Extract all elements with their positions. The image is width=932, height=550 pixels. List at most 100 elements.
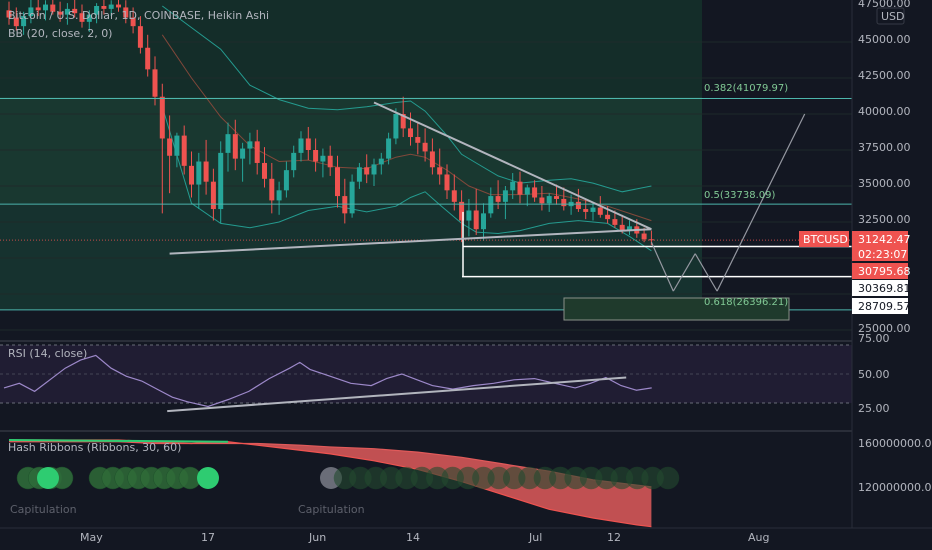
candle-body-43 — [320, 155, 326, 162]
target-box[interactable] — [563, 297, 790, 321]
usd-button-label: USD — [881, 10, 905, 23]
candle-body-75 — [554, 196, 559, 199]
hash-dot-c-21 — [656, 466, 680, 490]
header-legend[interactable]: Bitcoin / U.S. Dollar, 1D, COINBASE, Hei… — [8, 9, 269, 40]
candle-body-29 — [218, 152, 224, 210]
candle-body-49 — [364, 167, 370, 175]
date-label-may: May — [80, 531, 103, 544]
candle-body-38 — [283, 170, 289, 191]
candle-body-25 — [189, 165, 194, 185]
candle-body-65 — [481, 213, 486, 230]
candle-body-74 — [546, 196, 552, 204]
candle-body-81 — [597, 207, 603, 215]
candle-body-21 — [159, 96, 165, 139]
capitulation-caption-1: Capitulation — [10, 503, 77, 516]
candle-body-27 — [203, 161, 209, 182]
trendline-0 — [373, 101, 652, 231]
price-tick-25000: 25000.00 — [858, 322, 911, 335]
candle-body-4 — [35, 7, 41, 11]
candle-body-53 — [393, 114, 399, 139]
candle-body-24 — [181, 135, 187, 166]
price-tick-42500: 42500.00 — [858, 69, 911, 82]
candle-body-39 — [291, 152, 297, 171]
candle-body-73 — [539, 197, 545, 204]
bb-lower-line — [161, 106, 652, 252]
rsi-pane[interactable]: RSI (14, close) — [0, 344, 852, 413]
level-red-tag — [852, 263, 908, 279]
gridlines — [0, 41, 852, 331]
time-axis[interactable]: May 17 Jun 14 Jul 12 Aug — [0, 527, 932, 544]
hash-dot-bright-2 — [197, 467, 219, 489]
rsi-label[interactable]: RSI (14, close) — [8, 347, 87, 360]
trendline-1 — [169, 228, 652, 255]
date-label-aug: Aug — [748, 531, 769, 544]
bb-indicator-label[interactable]: BB (20, close, 2, 0) — [8, 27, 112, 40]
candle-body-55 — [408, 128, 413, 138]
candle-body-63 — [466, 210, 472, 221]
candle-body-54 — [400, 114, 406, 129]
price-axis[interactable]: 47500.00 USD 45000.00 42500.00 40000.00 … — [799, 0, 932, 528]
candle-body-83 — [612, 219, 618, 225]
candle-body-78 — [575, 201, 581, 210]
hash-dot-bright-1 — [37, 467, 59, 489]
price-tick-45000: 45000.00 — [858, 33, 911, 46]
candle-body-11 — [86, 14, 92, 22]
usd-button[interactable] — [876, 7, 905, 25]
price-tick-32500: 32500.00 — [858, 213, 911, 226]
rsi-tick-50: 50.00 — [858, 368, 890, 381]
candle-body-46 — [342, 196, 348, 214]
candle-body-9 — [72, 8, 78, 14]
candle-body-76 — [561, 198, 567, 207]
candle-body-44 — [327, 155, 333, 168]
symbol-title[interactable]: Bitcoin / U.S. Dollar, 1D, COINBASE, Hei… — [8, 9, 269, 22]
candle-body-47 — [349, 181, 355, 214]
level-2-tag — [852, 298, 908, 314]
candle-body-14 — [108, 4, 114, 9]
candle-body-6 — [50, 4, 56, 12]
candle-body-70 — [517, 181, 523, 195]
candle-body-20 — [152, 69, 158, 97]
date-label-14: 14 — [406, 531, 420, 544]
date-label-jun: Jun — [308, 531, 326, 544]
rsi-tick-75: 75.00 — [858, 332, 890, 345]
trendline-3 — [672, 253, 696, 292]
candle-body-26 — [196, 161, 202, 185]
candle-body-61 — [451, 190, 457, 202]
candle-body-19 — [145, 47, 151, 70]
candle-body-2 — [21, 16, 27, 27]
candle-body-79 — [583, 209, 589, 212]
candle-body-67 — [495, 196, 501, 202]
fib-label-0382: 0.382(41079.97) — [704, 83, 788, 94]
candle-body-45 — [335, 167, 340, 197]
capitulation-caption-2: Capitulation — [298, 503, 365, 516]
candle-body-48 — [356, 167, 362, 182]
date-label-12: 12 — [607, 531, 621, 544]
candle-body-68 — [502, 190, 508, 202]
hash-tick-160m: 160000000.00 — [858, 437, 932, 450]
candle-body-72 — [532, 187, 538, 198]
trendline-2 — [650, 241, 674, 292]
date-label-17: 17 — [201, 531, 215, 544]
last-price-tag — [852, 231, 908, 261]
hash-ribbons-label[interactable]: Hash Ribbons (Ribbons, 30, 60) — [8, 441, 181, 454]
candle-body-28 — [210, 181, 216, 210]
level-1-text: 30369.81 — [858, 282, 911, 295]
candle-body-40 — [298, 138, 304, 153]
hash-ribbons-pane[interactable]: Hash Ribbons (Ribbons, 30, 60) Capitulat… — [8, 439, 680, 528]
rsi-tick-25: 25.00 — [858, 402, 890, 415]
candle-body-87 — [641, 233, 647, 240]
candle-body-58 — [429, 151, 435, 168]
fib-label-05: 0.5(33738.09) — [704, 190, 776, 201]
countdown-text: 02:23:07 — [858, 248, 907, 261]
last-price-text: 31242.47 — [858, 233, 911, 246]
hash-tick-120m: 120000000.00 — [858, 481, 932, 494]
candle-body-82 — [605, 214, 611, 220]
candle-body-23 — [174, 135, 180, 156]
candle-body-22 — [167, 138, 173, 156]
candle-body-84 — [619, 224, 625, 231]
price-pane[interactable] — [0, 0, 852, 331]
fib-label-0618: 0.618(26396.21) — [704, 297, 788, 308]
candle-body-51 — [378, 158, 384, 165]
candles — [6, 0, 654, 246]
